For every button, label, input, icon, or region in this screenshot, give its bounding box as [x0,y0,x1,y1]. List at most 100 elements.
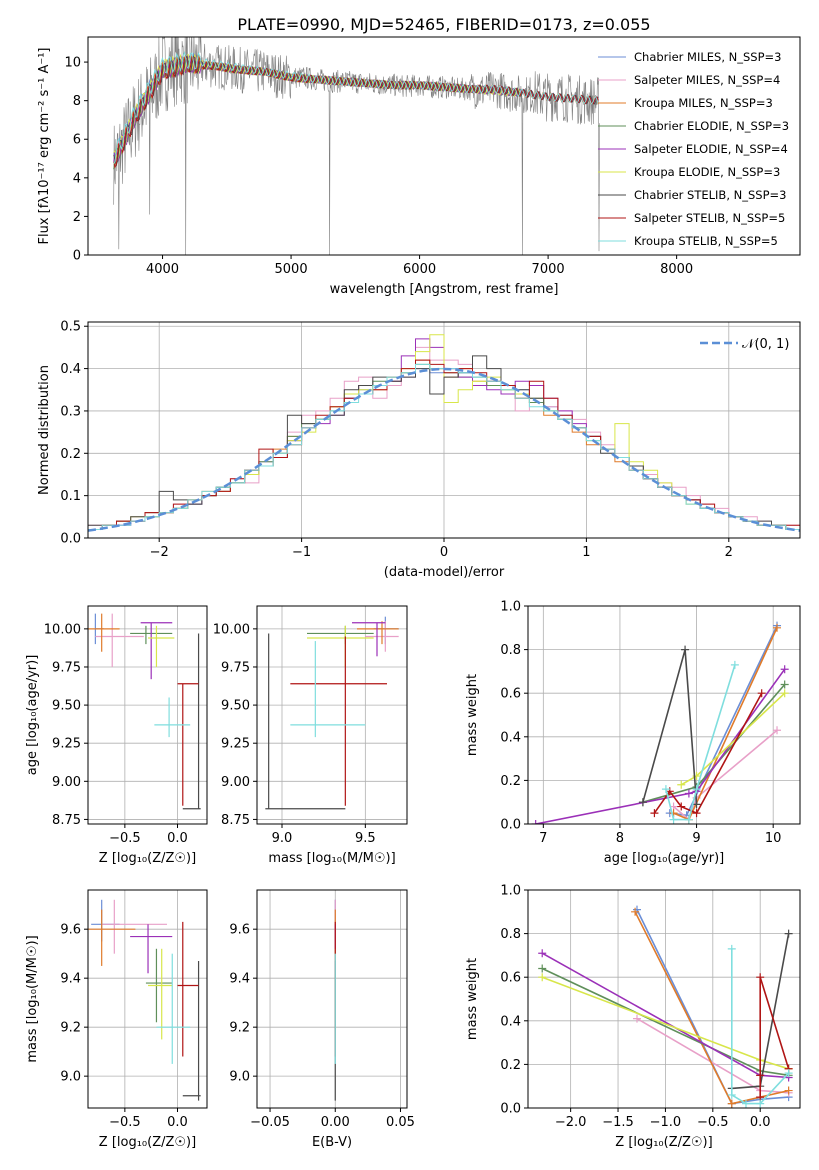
x-tick-label: 1 [582,545,590,560]
mass-weight-point [538,949,547,958]
x-axis-label: Z [log₁₀(Z/Z☉)] [615,1135,712,1150]
x-tick-label: −0.5 [109,1115,141,1130]
y-axis-label: age [log₁₀(age/yr)] [25,655,40,776]
model-spectrum-line [113,54,522,162]
y-tick-label: 0.5 [60,320,81,335]
x-tick-label: −1.0 [650,1115,682,1130]
model-spectrum-line [113,50,599,164]
x-tick-label: 5000 [275,262,308,277]
age-vs-mass-panel: 9.0 9.5 8.75 9.00 9.25 9.50 9.75 10.00 mass [log… [213,605,408,866]
legend-label: Chabrier MILES, N_SSP=3 [634,50,781,64]
x-axis-label: E(B-V) [312,1135,352,1150]
axes-frame [256,889,408,1109]
legend-label: Salpeter MILES, N_SSP=4 [634,73,780,87]
model-spectrum-line [113,53,522,163]
y-tick-label: 0.4 [500,1014,521,1029]
y-tick-label: 9.6 [60,923,81,938]
x-tick-label: 10 [765,831,782,846]
y-tick-label: 0.0 [500,818,521,833]
y-tick-label: 9.50 [221,699,250,714]
axes-frame [87,36,801,256]
x-tick-label: 8 [616,831,624,846]
y-tick-label: 0.2 [500,774,521,789]
x-tick-label: 4000 [146,262,179,277]
mass-weight-line [535,668,786,824]
mass-weight-point [773,726,782,735]
mass-weight-point [538,973,547,982]
x-tick-label: 9 [692,831,700,846]
y-tick-label: 9.50 [52,699,81,714]
mass-weight-point [638,798,647,807]
y-tick-label: 9.75 [221,660,250,675]
y-tick-label: 0.1 [60,489,81,504]
x-axis-label: Z [log₁₀(Z/Z☉)] [99,1135,196,1150]
mass-weight-line [673,729,778,821]
legend-label: Chabrier ELODIE, N_SSP=3 [634,119,789,133]
x-tick-label: −1 [292,545,311,560]
y-tick-label: 0.8 [500,643,521,658]
mass-weight-point [538,964,547,973]
plot-content [531,621,789,824]
mass-weight-point [677,780,686,789]
plot-area [528,606,800,824]
mass-weight-point [661,785,670,794]
mass-weight-point [684,789,693,798]
x-tick-label: 6000 [403,262,436,277]
y-axis-label: Flux [fλ10⁻¹⁷ erg cm⁻² s⁻¹ A⁻¹] [37,48,52,245]
y-tick-label: 9.4 [60,972,81,987]
normal-reference-curve [88,367,800,532]
spectrum-legend: Chabrier MILES, N_SSP=3 Salpeter MILES, N… [598,50,789,248]
legend-label: Kroupa ELODIE, N_SSP=3 [634,165,780,179]
mass-weight-point [727,1099,736,1108]
legend-label: Kroupa STELIB, N_SSP=5 [634,234,778,248]
mass-weight-point [780,665,789,674]
x-axis-label: wavelength [Angstrom, rest frame] [330,282,559,297]
y-tick-label: 4 [73,171,81,186]
residual-legend: 𝒩(0, 1) [700,337,789,352]
plot-content [538,905,793,1108]
y-tick-label: 9.6 [229,923,250,938]
mass-weight-point [784,1086,793,1095]
y-tick-label: 9.2 [60,1021,81,1036]
mass-weight-point [730,660,739,669]
mass-vs-reddening-panel: −0.05 0.00 0.05 9.0 9.2 9.4 9.6 E(B-V) [229,889,415,1150]
mass-weight-point [650,809,659,818]
y-tick-label: 8 [73,94,81,109]
y-tick-label: 9.75 [52,660,81,675]
mass-weight-point [773,623,782,632]
x-tick-label: 7 [539,831,547,846]
age-vs-metallicity-panel: −0.5 0.0 8.75 9.00 9.25 9.50 9.75 10.00 Z [log₁₀… [25,605,208,866]
mass-weight-point [669,815,678,824]
mass-weight-point [684,815,693,824]
x-axis-label: mass [log₁₀(M/M☉)] [268,851,395,866]
y-tick-label: 9.4 [229,972,250,987]
y-tick-label: 0 [73,249,81,264]
y-tick-label: 0.2 [60,447,81,462]
plot-area [257,606,407,824]
y-tick-label: 2 [73,210,81,225]
mass-weight-vs-age-panel: 7 8 9 10 0.0 0.2 0.4 0.6 0.8 1.0 age [log₁₀(age/yr… [465,600,801,866]
y-tick-label: 0.8 [500,927,521,942]
mass-weight-point [692,809,701,818]
y-tick-label: 10.00 [213,622,250,637]
model-spectrum-line [113,55,599,167]
plot-area [88,890,207,1108]
y-tick-label: 0.4 [500,730,521,745]
y-tick-label: 0.6 [500,687,521,702]
plot-content [113,37,600,255]
y-axis-label: Normed distribution [37,365,52,495]
axes-frame [527,605,801,825]
x-tick-label: −2.0 [555,1115,587,1130]
plot-content [88,334,800,532]
x-tick-label: 0 [440,545,448,560]
y-tick-label: 8.75 [52,813,81,828]
x-tick-label: 0.0 [167,831,188,846]
mass-weight-line [759,976,790,1098]
mass-weight-point [692,785,701,794]
grid-lines [257,606,407,824]
y-axis-label: mass [log₁₀(M/M☉)] [25,935,40,1062]
y-tick-label: 0.0 [500,1102,521,1117]
mass-weight-point [756,1099,765,1108]
spectrum-panel: 4000 5000 6000 7000 8000 0 2 4 6 8 10 wavelength [A… [37,36,801,297]
x-tick-label: 0.0 [750,1115,771,1130]
